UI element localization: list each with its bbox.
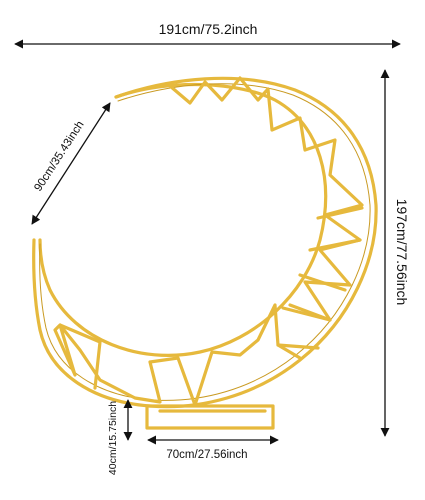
base-stand [145, 404, 275, 430]
inner-dimension-line [31, 102, 111, 225]
lattice-lower-2 [276, 206, 364, 350]
base-height-label: 40cm/15.75inch [107, 401, 119, 475]
inner-arc [38, 82, 328, 357]
height-dimension: 197cm/77.56inch [380, 69, 410, 437]
base-width-dimension: 70cm/27.56inch [147, 435, 279, 461]
base-height-dimension: 40cm/15.75inch [107, 399, 133, 475]
outer-arc-edge [39, 83, 371, 401]
inner-dimension: 90cm/35.43inch [31, 102, 111, 225]
lattice-upper [168, 76, 364, 322]
lattice-lower [53, 303, 302, 407]
width-label: 191cm/75.2inch [159, 21, 258, 37]
width-dimension: 191cm/75.2inch [14, 21, 401, 49]
height-label: 197cm/77.56inch [394, 199, 410, 306]
crescent-moon-arch-frame [32, 76, 378, 430]
base-width-label: 70cm/27.56inch [166, 449, 247, 461]
